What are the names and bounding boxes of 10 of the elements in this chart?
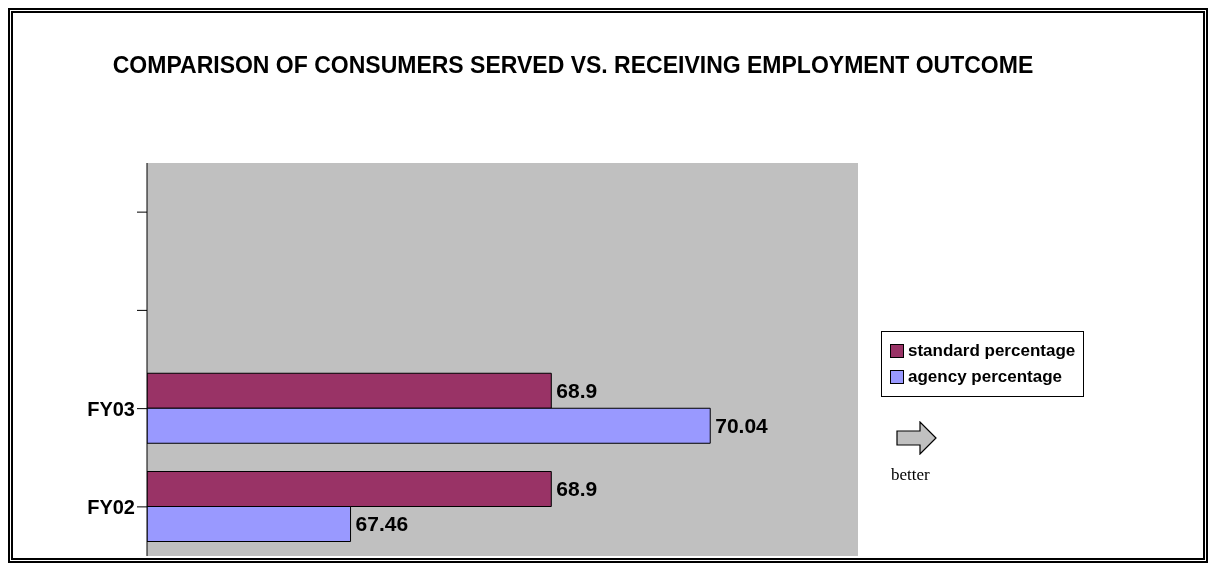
data-label: 70.04	[715, 414, 769, 438]
text: better	[891, 465, 930, 485]
data-label: 68.9	[556, 379, 598, 403]
y-tick-label: FY03	[87, 397, 135, 420]
y-tick-label: FY02	[87, 495, 135, 518]
legend-label: agency percentage	[907, 366, 1063, 388]
data-label: 67.46	[355, 512, 409, 536]
chart-title: COMPARISON OF CONSUMERS SERVED VS. RECEIVING EMPLOYMENT OUTCOME	[111, 51, 1035, 80]
legend-label: standard percentage	[907, 340, 1076, 362]
data-label: 68.9	[556, 477, 598, 501]
